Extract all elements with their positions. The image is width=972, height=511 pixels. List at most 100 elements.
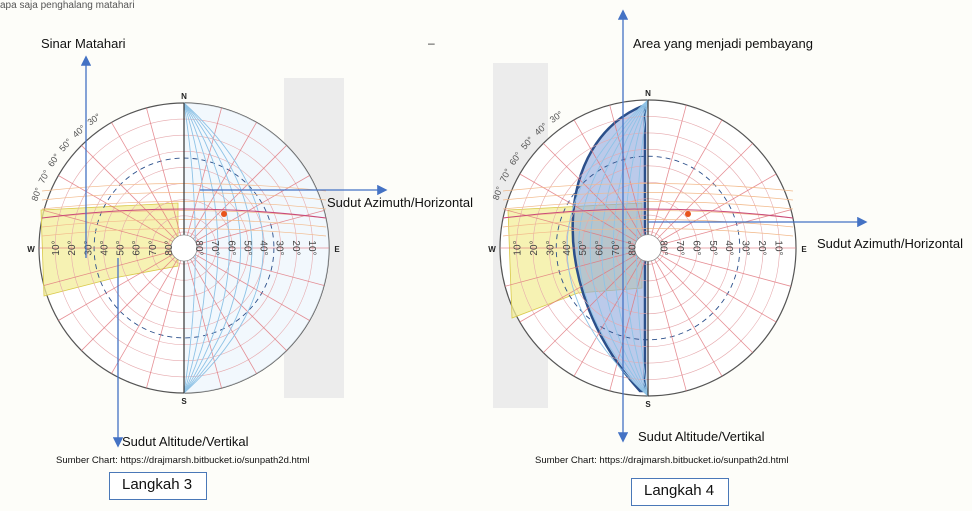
annotation-arrows	[80, 9, 868, 448]
blue-curve	[183, 102, 253, 394]
altitude-label-right: Sudut Altitude/Vertikal	[638, 429, 765, 444]
altitude-tick-label: 10°	[773, 240, 784, 255]
altitude-tick-label: 30°	[740, 240, 751, 255]
blue-curve	[601, 99, 649, 397]
azimuth-line	[504, 209, 649, 249]
rim-tick-label: 30°	[548, 109, 565, 125]
stray-dash: –	[428, 36, 435, 50]
azimuth-line	[647, 104, 687, 249]
blue-curve	[589, 99, 649, 397]
blue-curve	[183, 102, 219, 394]
altitude-tick-label: 60°	[595, 240, 606, 255]
altitude-tick-label: 80°	[628, 240, 639, 255]
sun-position-dot	[221, 211, 227, 217]
altitude-tick-label: 70°	[148, 240, 159, 255]
azimuth-line	[647, 247, 777, 323]
blue-curve	[624, 99, 649, 397]
rim-tick-label: 70°	[37, 168, 52, 185]
altitude-tick-label: 20°	[529, 240, 540, 255]
rim-tick-label: 50°	[57, 136, 74, 153]
altitude-tick-label: 60°	[690, 240, 701, 255]
compass-e: E	[801, 245, 807, 254]
blue-curve	[183, 102, 230, 394]
azimuth-line	[183, 122, 257, 249]
azimuth-line	[183, 247, 257, 374]
altitude-tick-label: 40°	[562, 240, 573, 255]
azimuth-line	[111, 122, 185, 249]
altitude-tick-label: 30°	[545, 240, 556, 255]
azimuth-line	[573, 247, 649, 377]
azimuth-line	[43, 247, 185, 286]
sunpath-chart-right: N S E W 10° 10° 20° 20° 30° 30° 40° 40° 50° 50° 60° 60°…	[488, 63, 807, 409]
azimuth-line	[647, 247, 687, 392]
azimuth-line	[183, 210, 325, 249]
azimuth-line	[81, 145, 185, 249]
altitude-tick-label: 80°	[164, 240, 175, 255]
azimuth-line	[647, 143, 753, 249]
sun-rays-label: Sinar Matahari	[41, 36, 126, 51]
top-cropped-text: apa saja penghalang matahari	[0, 0, 135, 11]
azimuth-label-right: Sudut Azimuth/Horizontal	[817, 236, 963, 251]
azimuth-line	[183, 247, 325, 286]
azimuth-line	[504, 247, 649, 287]
compass-n: N	[645, 89, 651, 98]
azimuth-line	[183, 145, 287, 249]
altitude-tick-label: 40°	[723, 240, 734, 255]
altitude-tick-label: 10°	[512, 240, 523, 255]
altitude-tick-label: 40°	[99, 240, 110, 255]
rim-tick-label: 30°	[86, 111, 103, 127]
altitude-tick-label: 20°	[756, 240, 767, 255]
compass-s: S	[645, 400, 651, 409]
altitude-tick-label: 80°	[193, 240, 204, 255]
azimuth-line	[111, 247, 185, 374]
rim-tick-label: 40°	[71, 123, 88, 140]
step4-box: Langkah 4	[631, 478, 729, 506]
altitude-tick-label: 60°	[225, 240, 236, 255]
altitude-tick-label: 20°	[67, 240, 78, 255]
altitude-tick-label: 50°	[116, 240, 127, 255]
azimuth-line	[146, 247, 185, 389]
azimuth-line	[647, 247, 723, 377]
altitude-tick-label: 30°	[274, 240, 285, 255]
azimuth-line	[58, 247, 185, 321]
blue-curve	[578, 99, 649, 397]
azimuth-line	[543, 143, 649, 249]
rim-tick-label: 80°	[29, 186, 43, 203]
compass-n: N	[181, 92, 187, 101]
altitude-tick-label: 70°	[209, 240, 220, 255]
azimuth-line	[647, 247, 753, 353]
yellow-sun-zone	[40, 202, 179, 297]
altitude-tick-label: 20°	[290, 240, 301, 255]
center-disc	[170, 234, 198, 262]
azimuth-line	[647, 247, 792, 287]
azimuth-line	[183, 247, 287, 351]
blue-curve	[612, 99, 649, 397]
source-note-left: Sumber Chart: https://drajmarsh.bitbucke…	[56, 455, 310, 466]
azimuth-line	[647, 209, 792, 249]
altitude-tick-label: 10°	[306, 240, 317, 255]
blue-curve	[566, 99, 649, 397]
altitude-tick-label: 60°	[132, 240, 143, 255]
altitude-label-left: Sudut Altitude/Vertikal	[122, 434, 249, 449]
azimuth-line	[183, 107, 222, 249]
altitude-tick-label: 30°	[83, 240, 94, 255]
azimuth-line	[81, 247, 185, 351]
azimuth-line	[609, 247, 649, 392]
altitude-tick-label: 70°	[611, 240, 622, 255]
azimuth-line	[146, 107, 185, 249]
compass-w: W	[488, 245, 496, 254]
azimuth-label-left: Sudut Azimuth/Horizontal	[327, 195, 473, 210]
altitude-tick-label: 50°	[241, 240, 252, 255]
altitude-tick-label: 50°	[578, 240, 589, 255]
step3-box: Langkah 3	[109, 472, 207, 500]
source-note-right: Sumber Chart: https://drajmarsh.bitbucke…	[535, 455, 789, 466]
blue-curve	[183, 102, 264, 394]
shading-area-label: Area yang menjadi pembayang	[633, 36, 813, 51]
azimuth-line	[43, 210, 185, 249]
altitude-tick-label: 80°	[657, 240, 668, 255]
altitude-tick-label: 10°	[51, 240, 62, 255]
altitude-tick-label: 40°	[258, 240, 269, 255]
compass-s: S	[181, 397, 187, 406]
azimuth-line	[183, 247, 222, 389]
